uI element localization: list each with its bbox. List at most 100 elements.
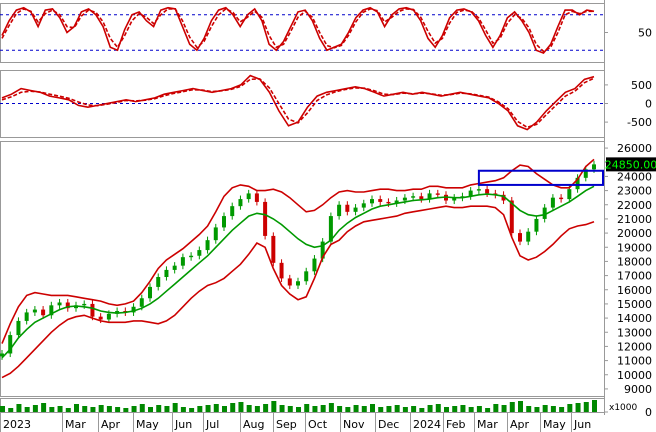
osc-y-tick-label: 50 [638, 27, 652, 40]
osc-d-line [1, 7, 594, 53]
candle-body [296, 281, 300, 286]
macd-y-tick-label: -500 [627, 116, 652, 129]
volume-bar [518, 401, 523, 412]
price-y-tick-label: 9000 [624, 383, 652, 396]
volume-bar [468, 407, 474, 412]
price-y-tick-label: 20000 [617, 227, 652, 240]
volume-bar [254, 406, 260, 412]
candle-body [501, 194, 506, 201]
candle-body [164, 269, 169, 277]
candle-body [452, 197, 457, 201]
bollinger-upper [1, 158, 595, 344]
price-y-tick-label: 10000 [617, 369, 652, 382]
x-tick-label: Jun [174, 418, 192, 431]
candle-body [238, 199, 243, 207]
price-y-tick-label: 23000 [617, 185, 652, 198]
candle-body [476, 189, 481, 191]
price-y-tick-label: 11000 [617, 355, 652, 368]
candle-body [156, 277, 161, 287]
candle-body [435, 193, 440, 195]
x-tick-label: 2023 [3, 418, 31, 431]
volume-bar [550, 406, 556, 412]
osc-k-line [1, 6, 595, 55]
volume-bar [583, 402, 589, 412]
volume-bar [57, 406, 63, 412]
candle-body [361, 203, 366, 208]
volume-bar [386, 406, 392, 412]
volume-bar [263, 404, 269, 412]
candle-body [180, 257, 185, 266]
price-y-tick-label: 26000 [617, 142, 652, 155]
candle-body [542, 207, 547, 219]
volume-bar [312, 406, 318, 412]
candle-body [353, 207, 358, 212]
candle-body [550, 197, 555, 208]
price-y-tick-label: 14000 [617, 312, 652, 325]
x-tick-label: 2024 [413, 418, 441, 431]
volume-bar [452, 406, 458, 412]
volume-bar [41, 403, 47, 412]
price-y-tick-label: 16000 [617, 284, 652, 297]
candle-body [328, 216, 333, 242]
x-tick-label: Apr [510, 418, 530, 431]
volume-bar [460, 405, 466, 412]
volume-bar [419, 408, 425, 412]
candle-body [24, 312, 29, 321]
macd-signal-line [1, 77, 595, 129]
candle-body [559, 197, 564, 200]
volume-bar [493, 404, 499, 412]
price-y-tick-label: 19000 [617, 241, 652, 254]
volume-bar [279, 405, 285, 412]
candle-body [386, 201, 391, 204]
volume-unit: x1000 [609, 403, 638, 413]
candle-body [16, 320, 21, 336]
x-tick-label: Nov [343, 418, 365, 431]
resistance-box [477, 169, 604, 186]
volume-bar [98, 405, 104, 412]
x-tick-label: Mar [477, 418, 498, 431]
x-tick-label: May [136, 418, 159, 431]
x-tick-label: Aug [243, 418, 264, 431]
candle-body [509, 200, 514, 234]
price-y-tick-label: 13000 [617, 326, 652, 339]
volume-bar [542, 405, 548, 412]
candle-body [345, 204, 350, 212]
candle-body [287, 278, 292, 286]
candle-body [583, 169, 588, 178]
candle-body [263, 201, 268, 236]
x-tick-label: Dec [378, 418, 399, 431]
candle-body [8, 335, 13, 354]
vol-y-tick-label: 0 [645, 406, 652, 419]
volume-bar [0, 406, 5, 412]
price-y-tick-label: 18000 [617, 255, 652, 268]
price-panel [0, 158, 604, 379]
candle-body [279, 262, 284, 279]
chart-grid [0, 0, 605, 415]
volume-bar [378, 407, 384, 412]
volume-bar [296, 407, 301, 412]
volume-bar [164, 406, 170, 412]
price-y-tick-label: 21000 [617, 213, 652, 226]
candle-body [567, 189, 572, 200]
price-y-tick-label: 17000 [617, 270, 652, 283]
volume-panel [0, 400, 597, 412]
candle-body [131, 306, 136, 313]
volume-bar [238, 402, 244, 412]
volume-bar [337, 406, 343, 412]
candle-body [148, 286, 152, 299]
volume-bar [213, 404, 219, 412]
bollinger-lower [1, 205, 595, 379]
volume-bar [90, 407, 96, 412]
candle-body [468, 190, 473, 197]
volume-bar [320, 405, 326, 412]
candle-body [197, 250, 202, 256]
candle-body [49, 305, 54, 316]
candle-body [304, 271, 309, 282]
candle-body [402, 197, 407, 201]
volume-bar [156, 405, 162, 412]
macd-line [1, 74, 595, 131]
candle-body [0, 353, 4, 357]
candle-body [526, 231, 531, 242]
candle-body [139, 298, 144, 307]
volume-bar [74, 404, 79, 412]
